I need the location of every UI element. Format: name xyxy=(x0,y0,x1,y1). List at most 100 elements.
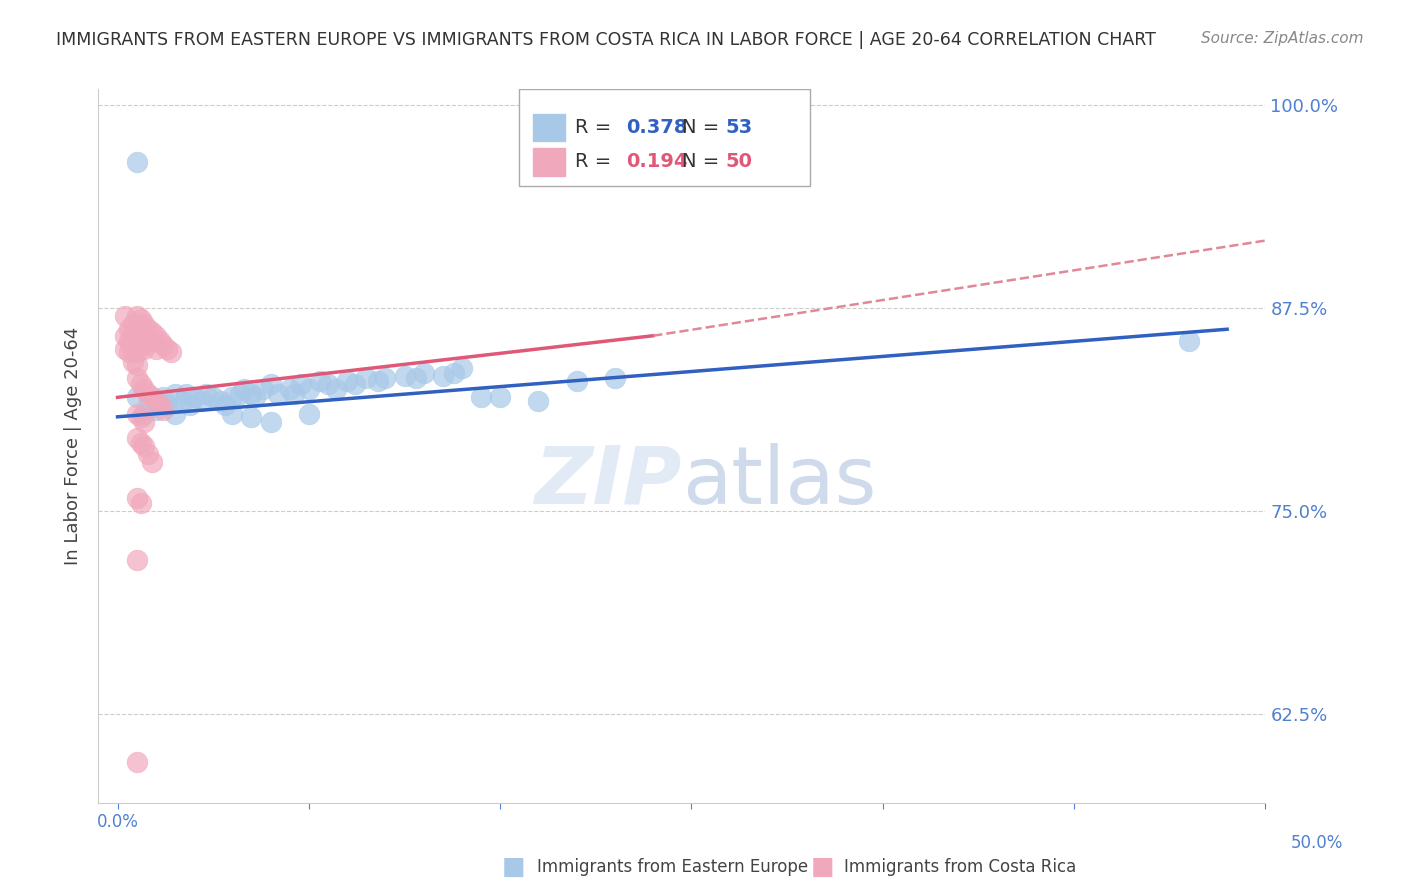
Point xyxy=(443,366,465,380)
Text: 0.194: 0.194 xyxy=(626,152,688,170)
Point xyxy=(145,393,167,408)
Point xyxy=(145,403,167,417)
Point xyxy=(221,407,243,421)
Point xyxy=(354,371,377,385)
Point xyxy=(179,399,201,413)
Point xyxy=(121,328,143,343)
Point xyxy=(145,328,167,343)
Text: ■: ■ xyxy=(502,855,524,879)
Point xyxy=(232,382,254,396)
Point xyxy=(451,361,474,376)
Point xyxy=(298,382,321,396)
Point xyxy=(141,326,163,340)
Text: ■: ■ xyxy=(811,855,834,879)
Point xyxy=(134,439,156,453)
Point xyxy=(283,387,305,401)
Text: N =: N = xyxy=(682,152,725,170)
Point xyxy=(125,345,148,359)
Text: 53: 53 xyxy=(725,118,752,136)
Point xyxy=(118,345,141,359)
Point xyxy=(412,366,434,380)
Point xyxy=(152,403,174,417)
Point xyxy=(136,387,159,401)
Point xyxy=(129,312,152,326)
Point xyxy=(194,387,217,401)
Point xyxy=(121,342,143,356)
Point xyxy=(134,342,156,356)
Point xyxy=(114,328,136,343)
Point xyxy=(221,390,243,404)
Point xyxy=(172,393,194,408)
Point xyxy=(374,371,396,385)
Point xyxy=(114,342,136,356)
Point xyxy=(125,390,148,404)
Point xyxy=(125,431,148,445)
Point xyxy=(240,409,263,424)
Point xyxy=(149,334,172,348)
Point xyxy=(125,407,148,421)
Point xyxy=(278,382,301,396)
Point xyxy=(118,322,141,336)
Point xyxy=(156,342,179,356)
Point xyxy=(252,382,274,396)
Point xyxy=(121,318,143,332)
Text: IMMIGRANTS FROM EASTERN EUROPE VS IMMIGRANTS FROM COSTA RICA IN LABOR FORCE | AG: IMMIGRANTS FROM EASTERN EUROPE VS IMMIGR… xyxy=(56,31,1156,49)
Text: 50.0%: 50.0% xyxy=(1291,834,1343,852)
Text: Source: ZipAtlas.com: Source: ZipAtlas.com xyxy=(1201,31,1364,46)
Point xyxy=(316,377,339,392)
Point xyxy=(134,328,156,343)
Point xyxy=(125,552,148,566)
Text: R =: R = xyxy=(575,152,617,170)
Text: atlas: atlas xyxy=(682,442,876,521)
Text: 0.378: 0.378 xyxy=(626,118,688,136)
Y-axis label: In Labor Force | Age 20-64: In Labor Force | Age 20-64 xyxy=(65,326,83,566)
Point xyxy=(343,377,366,392)
Point xyxy=(125,322,148,336)
Text: Immigrants from Eastern Europe: Immigrants from Eastern Europe xyxy=(537,858,808,876)
Point xyxy=(141,390,163,404)
Point xyxy=(152,338,174,352)
Point xyxy=(163,407,186,421)
Point xyxy=(129,409,152,424)
Point xyxy=(152,390,174,404)
Point xyxy=(298,407,321,421)
Point xyxy=(432,369,454,384)
Point xyxy=(129,377,152,392)
Point xyxy=(367,374,389,388)
FancyBboxPatch shape xyxy=(533,148,565,176)
Point xyxy=(240,387,263,401)
Point xyxy=(121,354,143,368)
Point xyxy=(125,334,148,348)
Point xyxy=(136,334,159,348)
Point xyxy=(202,390,225,404)
Point xyxy=(183,390,205,404)
Point xyxy=(136,447,159,461)
Point xyxy=(125,371,148,385)
Point xyxy=(125,756,148,770)
Point xyxy=(309,374,332,388)
Point xyxy=(125,491,148,505)
Point xyxy=(325,382,347,396)
Point xyxy=(125,358,148,372)
Point xyxy=(129,326,152,340)
Point xyxy=(214,399,236,413)
Point xyxy=(176,387,198,401)
Point xyxy=(190,393,212,408)
Point xyxy=(163,387,186,401)
FancyBboxPatch shape xyxy=(519,89,810,186)
Point xyxy=(136,322,159,336)
Point xyxy=(290,377,312,392)
Point xyxy=(134,407,156,421)
Text: Immigrants from Costa Rica: Immigrants from Costa Rica xyxy=(844,858,1076,876)
Point xyxy=(145,393,167,408)
Point xyxy=(129,435,152,450)
Point xyxy=(229,387,252,401)
Point xyxy=(141,455,163,469)
Point xyxy=(259,377,281,392)
Point xyxy=(114,310,136,324)
Point xyxy=(136,399,159,413)
Point xyxy=(1178,334,1201,348)
Point xyxy=(336,374,359,388)
Point xyxy=(118,334,141,348)
Point xyxy=(267,387,290,401)
